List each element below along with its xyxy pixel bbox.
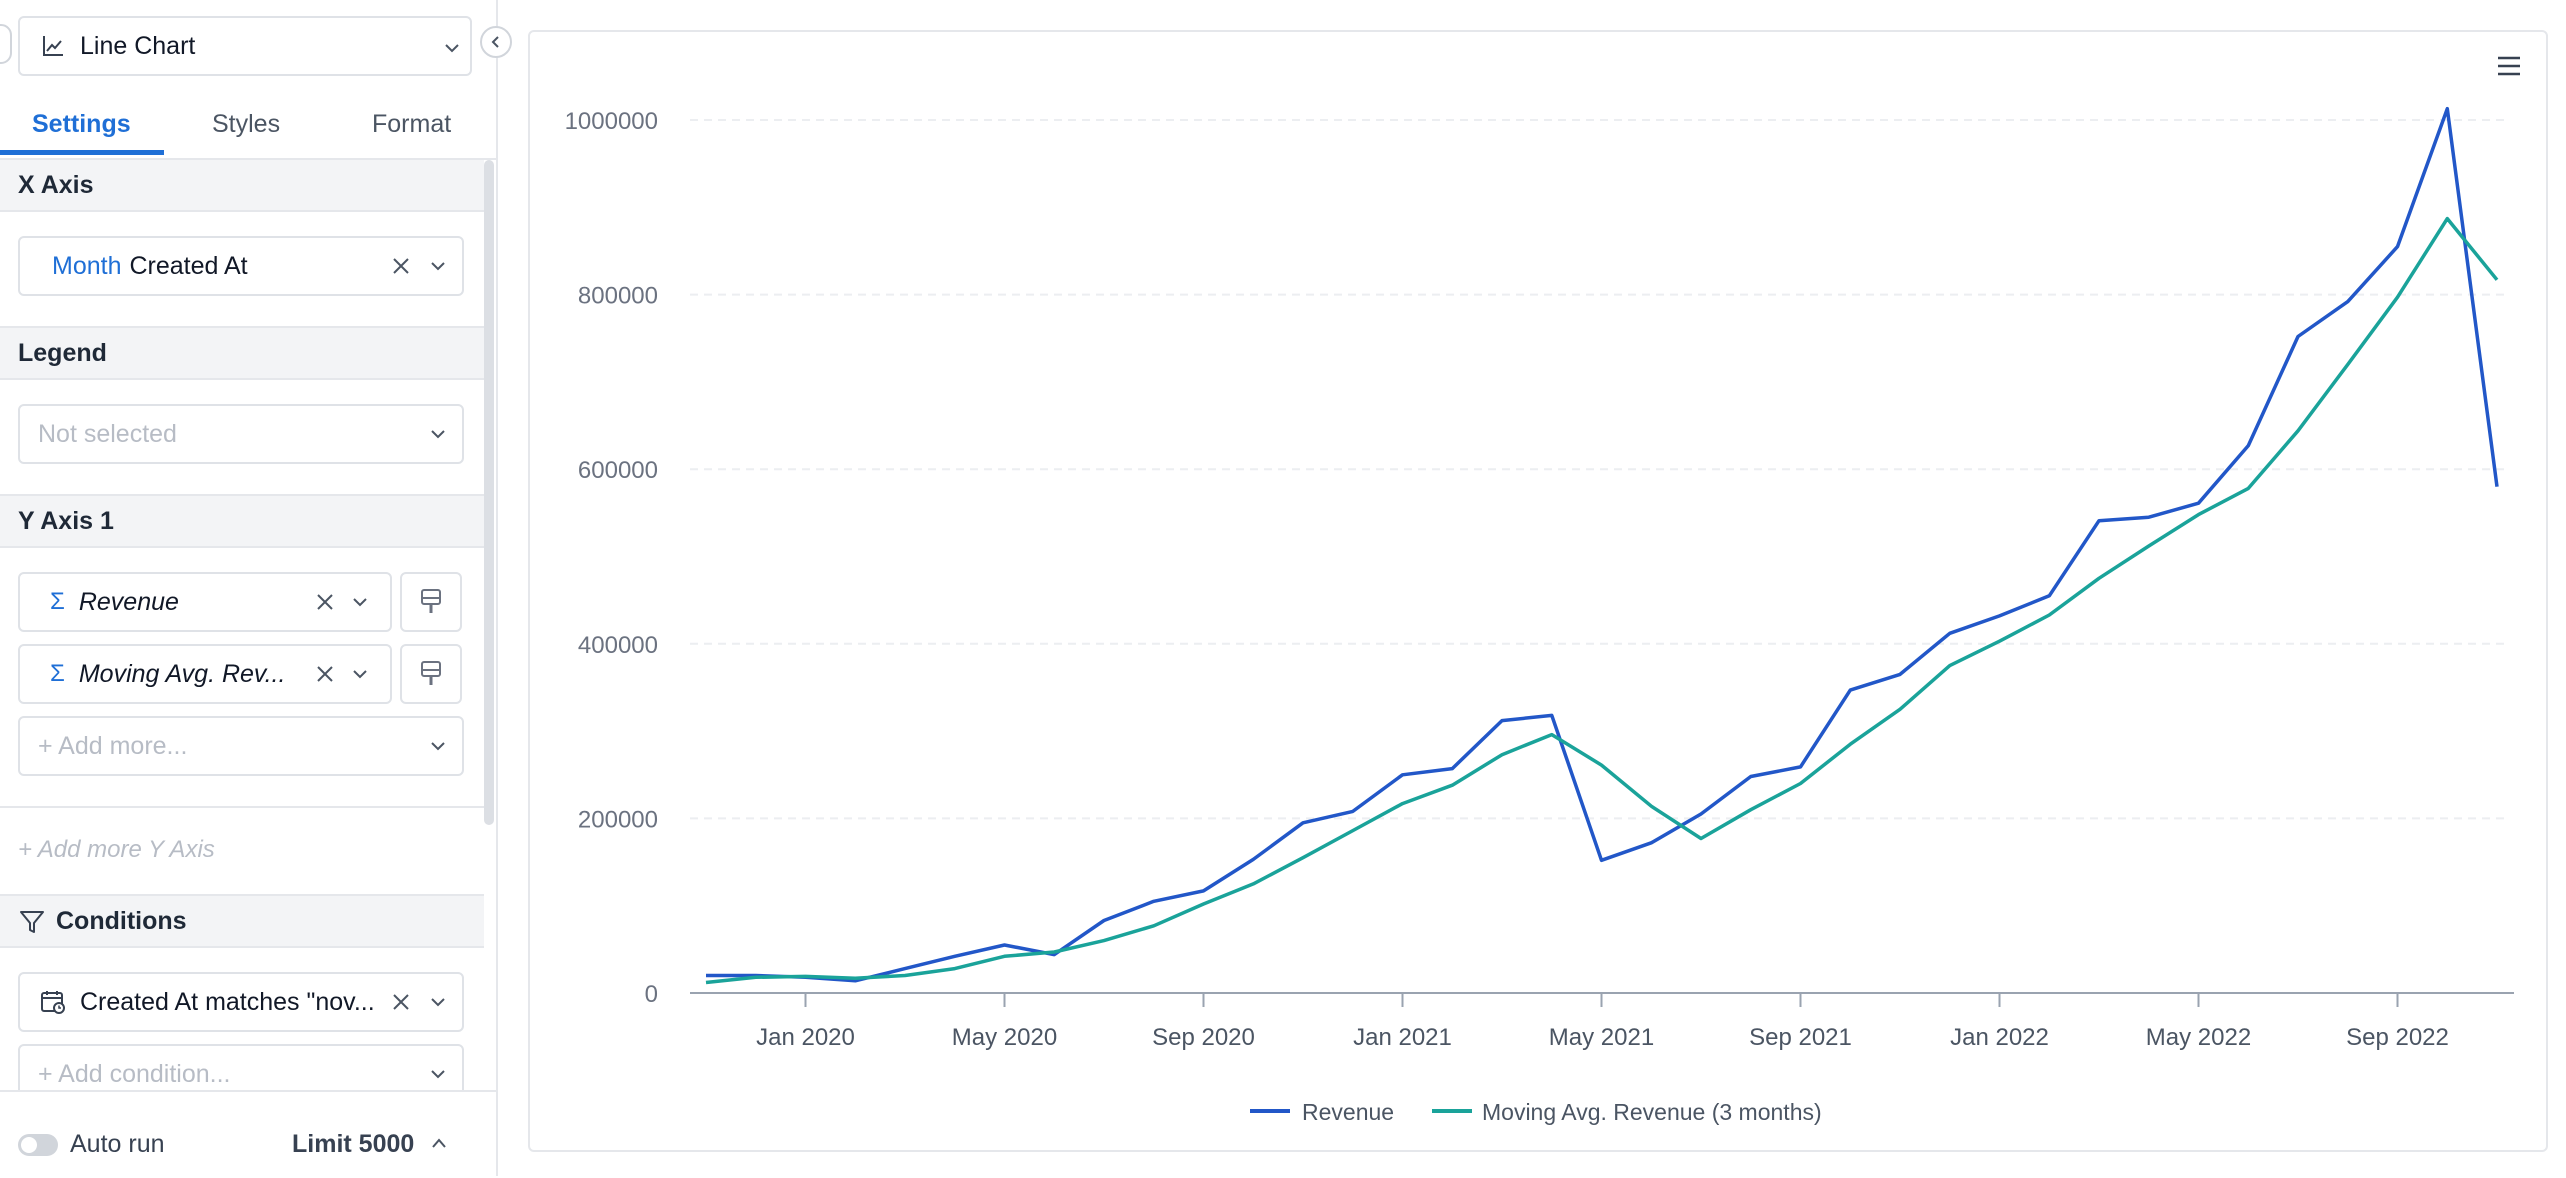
chevron-left-icon (491, 36, 499, 48)
y-tick-label: 600000 (578, 457, 658, 484)
legend-select[interactable]: Not selected (18, 404, 464, 464)
y-tick-label: 1000000 (565, 108, 658, 135)
paint-brush-icon (421, 661, 441, 685)
chevron-down-icon (431, 1070, 445, 1079)
chevron-down-icon (431, 742, 445, 751)
add-condition-placeholder: + Add condition... (38, 1059, 231, 1088)
chart-type-select[interactable]: Line Chart (18, 16, 472, 76)
tab-styles[interactable]: Styles (212, 110, 281, 138)
chevron-up-icon[interactable] (430, 1136, 448, 1150)
active-tab-indicator (0, 150, 164, 155)
collapse-sidebar-button[interactable] (480, 26, 512, 58)
auto-run-label: Auto run (70, 1130, 165, 1158)
chart-type-label: Line Chart (80, 31, 196, 60)
sigma-icon: Σ (50, 588, 65, 615)
x-tick-label: Sep 2021 (1749, 1024, 1852, 1051)
remove-condition-icon[interactable] (392, 993, 410, 1011)
conditions-header: Conditions (0, 894, 484, 948)
limit-button[interactable]: Limit 5000 (292, 1130, 415, 1158)
tab-settings[interactable]: Settings (32, 110, 131, 138)
clear-x-icon[interactable] (392, 257, 410, 275)
conditions-header-label: Conditions (56, 906, 187, 935)
chevron-down-icon (431, 430, 445, 439)
y-tick-label: 800000 (578, 283, 658, 310)
y-field-name: Revenue (78, 587, 179, 616)
y-field-revenue[interactable]: Σ Revenue (18, 572, 392, 632)
y-axis-1-header: Y Axis 1 (0, 494, 484, 548)
sidebar-footer: Auto run Limit 5000 (0, 1090, 496, 1178)
add-more-y-axis-link[interactable]: + Add more Y Axis (18, 836, 215, 863)
x-tick-label: Jan 2021 (1353, 1024, 1452, 1051)
x-axis-granularity: Month (52, 251, 122, 280)
legend-header: Legend (0, 326, 484, 380)
sidebar-scrollbar[interactable] (484, 160, 494, 825)
calendar-clock-icon (41, 991, 65, 1014)
filter-icon (20, 911, 44, 933)
y-field-name: Moving Avg. Rev... (78, 659, 286, 688)
x-tick-label: Jan 2020 (756, 1024, 855, 1051)
chevron-down-icon[interactable] (428, 992, 448, 1012)
legend-item-label[interactable]: Revenue (1302, 1099, 1394, 1125)
line-chart-icon (43, 36, 63, 56)
settings-sidebar: Line Chart Settings Styles Format X Axis… (0, 0, 498, 1178)
x-tick-label: May 2021 (1549, 1024, 1654, 1051)
legend-item-label[interactable]: Moving Avg. Revenue (3 months) (1482, 1099, 1822, 1125)
series-line-revenue[interactable] (706, 106, 2499, 983)
x-axis-header: X Axis (0, 158, 484, 212)
x-tick-label: May 2022 (2146, 1024, 2251, 1051)
paint-brush-icon (421, 589, 441, 613)
sigma-icon: Σ (50, 660, 65, 687)
legend-placeholder: Not selected (38, 419, 177, 448)
add-more-placeholder: + Add more... (38, 731, 188, 760)
y-tick-label: 0 (645, 981, 658, 1008)
chevron-down-icon (445, 44, 459, 53)
tab-format[interactable]: Format (372, 110, 452, 138)
x-axis-field-name: Created At (129, 251, 248, 280)
x-tick-label: May 2020 (952, 1024, 1057, 1051)
condition-item[interactable]: Created At matches "nov... (18, 972, 464, 1032)
series-style-button[interactable] (400, 572, 462, 632)
condition-label: Created At matches "nov... (80, 987, 375, 1016)
chevron-down-icon[interactable] (350, 664, 370, 684)
add-y-field-select[interactable]: + Add more... (18, 716, 464, 776)
x-tick-label: Sep 2022 (2346, 1024, 2449, 1051)
x-tick-label: Jan 2022 (1950, 1024, 2049, 1051)
chevron-down-icon[interactable] (428, 256, 448, 276)
remove-field-icon[interactable] (316, 593, 334, 611)
auto-run-toggle[interactable] (18, 1134, 58, 1156)
series-line-moving-avg[interactable] (705, 216, 2499, 985)
y-tick-label: 200000 (578, 806, 658, 833)
y-tick-label: 400000 (578, 632, 658, 659)
chevron-down-icon[interactable] (350, 592, 370, 612)
divider (0, 806, 484, 808)
x-tick-label: Sep 2020 (1152, 1024, 1255, 1051)
y-field-moving-avg[interactable]: Σ Moving Avg. Rev... (18, 644, 392, 704)
x-axis-field[interactable]: Month Created At (18, 236, 464, 296)
chart-panel (528, 30, 2548, 1152)
hamburger-menu-icon[interactable] (2496, 54, 2522, 78)
remove-field-icon[interactable] (316, 665, 334, 683)
series-style-button[interactable] (400, 644, 462, 704)
